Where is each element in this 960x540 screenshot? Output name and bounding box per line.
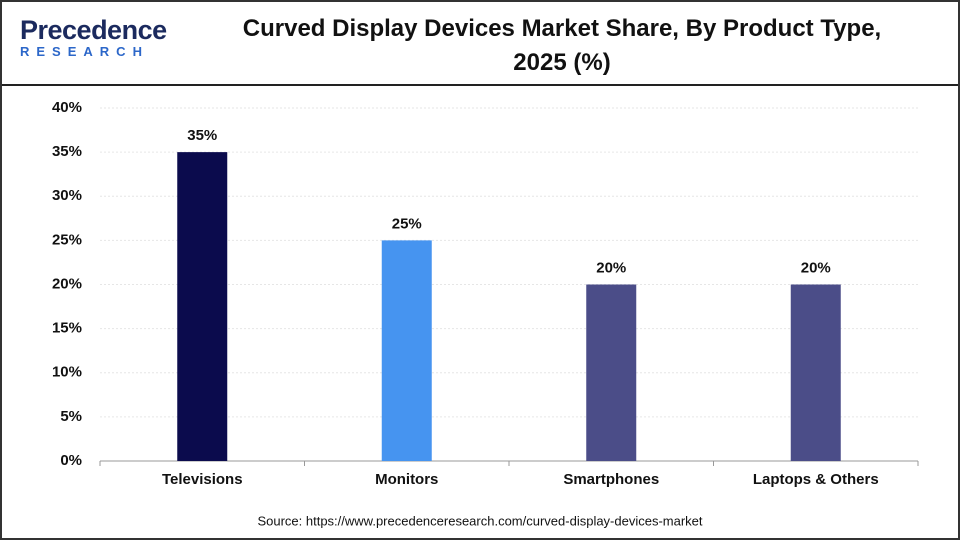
y-tick-label: 10% xyxy=(52,364,82,381)
logo: Precedence RESEARCH xyxy=(20,16,180,60)
y-tick-label: 0% xyxy=(60,452,82,469)
y-tick-label: 40% xyxy=(52,99,82,116)
x-tick-label: Monitors xyxy=(375,471,438,488)
y-tick-label: 15% xyxy=(52,320,82,337)
x-tick-label: Laptops & Others xyxy=(753,471,879,488)
x-tick-label: Televisions xyxy=(162,471,243,488)
chart-title: Curved Display Devices Market Share, By … xyxy=(242,15,882,76)
value-label: 20% xyxy=(801,259,831,276)
y-tick-label: 30% xyxy=(52,187,82,204)
bar xyxy=(177,152,228,461)
bar xyxy=(381,240,432,461)
y-tick-label: 25% xyxy=(52,231,82,248)
logo-tagline: RESEARCH xyxy=(20,44,149,59)
value-label: 35% xyxy=(187,127,217,144)
bar xyxy=(586,284,637,461)
value-label: 20% xyxy=(596,259,626,276)
bar xyxy=(790,284,841,461)
logo-name: Precedence xyxy=(20,15,167,45)
y-tick-label: 20% xyxy=(52,275,82,292)
header-rule xyxy=(2,84,958,86)
y-tick-label: 5% xyxy=(60,408,82,425)
y-tick-label: 35% xyxy=(52,143,82,160)
source: Source: https://www.precedenceresearch.c… xyxy=(257,513,702,528)
x-tick-label: Smartphones xyxy=(563,471,659,488)
value-label: 25% xyxy=(392,215,422,232)
